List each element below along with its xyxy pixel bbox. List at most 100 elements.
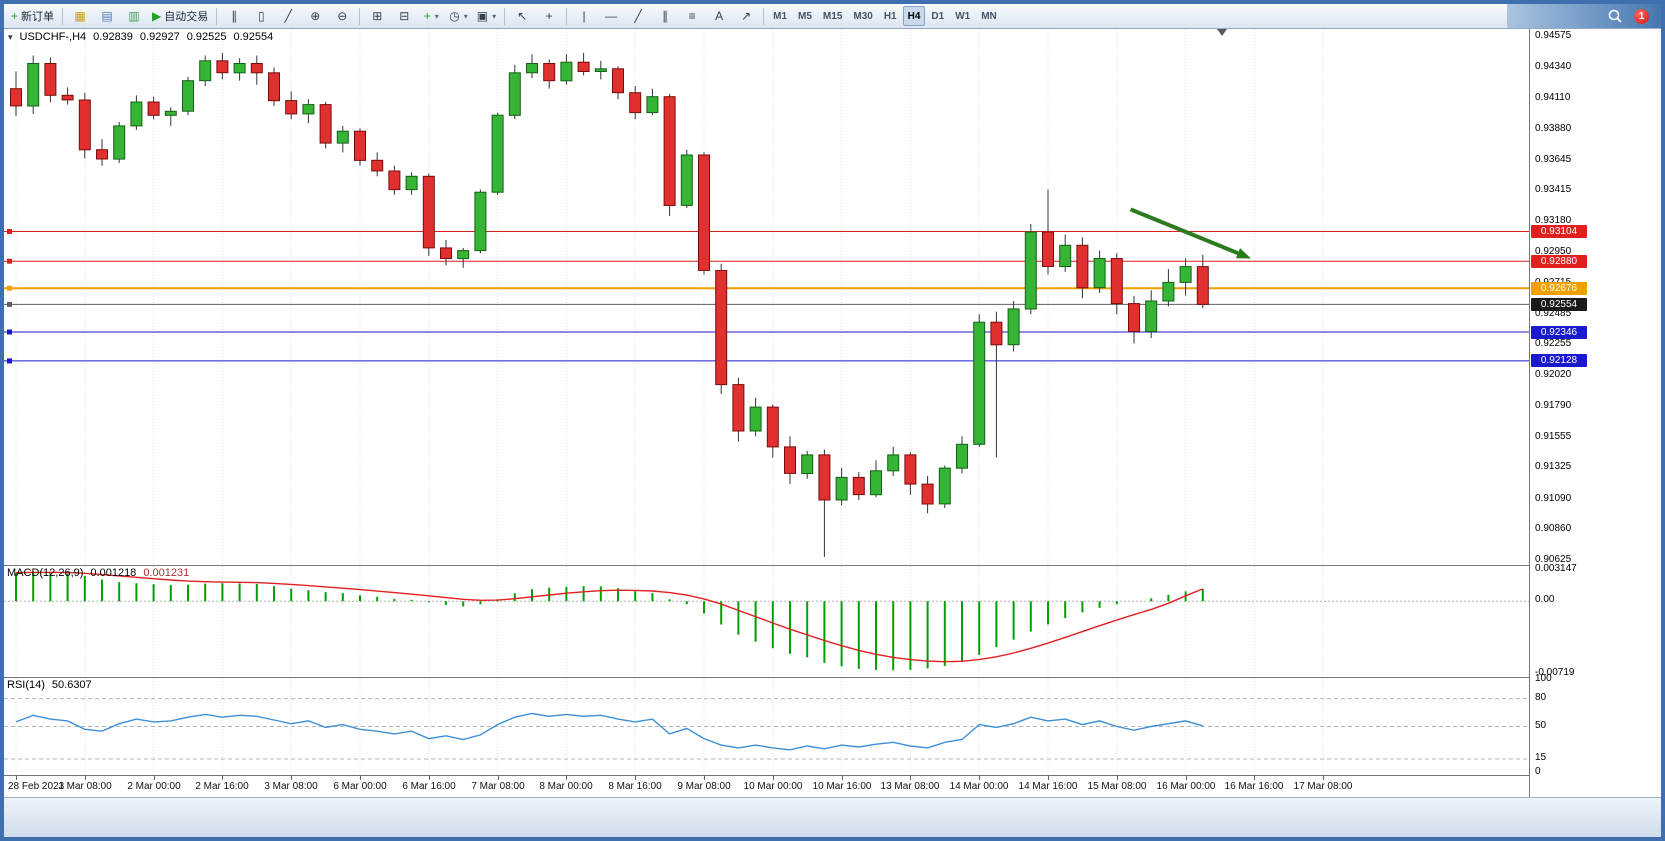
notification-badge[interactable]: 1 bbox=[1634, 8, 1649, 24]
vertical-line-button[interactable]: | bbox=[571, 5, 597, 27]
timeframe-h4[interactable]: H4 bbox=[902, 6, 926, 26]
zoom-out-button[interactable]: ⊖ bbox=[329, 5, 355, 27]
fibonacci-icon: ≡ bbox=[688, 9, 696, 23]
price-axis-label: 0.93645 bbox=[1535, 154, 1572, 165]
timeframe-mn[interactable]: MN bbox=[981, 10, 997, 22]
fibonacci-button[interactable]: ≡ bbox=[679, 5, 705, 27]
rsi-canvas[interactable] bbox=[4, 678, 1529, 775]
templates-icon: ▣ bbox=[476, 9, 489, 23]
chart-shift-marker[interactable] bbox=[1217, 29, 1227, 36]
tile-windows-button[interactable]: ⊞ bbox=[364, 5, 390, 27]
charts-button[interactable]: ▦ bbox=[67, 5, 93, 27]
candle bbox=[491, 112, 504, 195]
candle bbox=[61, 87, 74, 105]
time-axis-label: 16 Mar 00:00 bbox=[1156, 781, 1216, 792]
price-axis-label: 0.92485 bbox=[1535, 308, 1572, 319]
time-axis-label: 16 Mar 16:00 bbox=[1224, 781, 1284, 792]
macd-header: MACD(12,26,9) 0.001218 0.001231 bbox=[7, 567, 189, 579]
trendline-icon: ╱ bbox=[634, 9, 642, 23]
market-watch-button[interactable]: ▤ bbox=[94, 5, 120, 27]
charts-icon: ▦ bbox=[74, 9, 86, 23]
arrow-tool-button[interactable]: ↗ bbox=[733, 5, 759, 27]
auto-trading-label: 自动交易 bbox=[164, 11, 209, 23]
candle bbox=[1128, 295, 1140, 344]
macd-canvas[interactable] bbox=[4, 566, 1529, 677]
price-axis-label: 0.93880 bbox=[1535, 123, 1572, 134]
chart-symbol-timeframe: USDCHF-,H4 bbox=[19, 31, 87, 43]
candle bbox=[1007, 301, 1020, 352]
price-axis[interactable]: 0.94575 0.94340 0.94110 0.93880 0.93645 0.934… bbox=[1529, 29, 1661, 797]
bottom-strip bbox=[4, 797, 1661, 837]
candle bbox=[474, 189, 487, 254]
time-tick bbox=[429, 776, 430, 780]
rsi-name: RSI(14) bbox=[7, 679, 45, 691]
search-icon[interactable] bbox=[1608, 9, 1622, 23]
trend-arrow-annotation bbox=[1129, 207, 1251, 259]
price-axis-label: 0.93180 bbox=[1535, 215, 1572, 226]
auto-trading-button[interactable]: ▶ 自动交易 bbox=[148, 5, 212, 27]
text-button[interactable]: A bbox=[706, 5, 732, 27]
zoom-in-button[interactable]: ⊕ bbox=[302, 5, 328, 27]
periods-button[interactable]: ◷ ▾ bbox=[445, 5, 472, 27]
time-axis-label: 10 Mar 00:00 bbox=[743, 781, 803, 792]
chart-title: ▾ USDCHF-,H4 0.92839 0.92927 0.92525 0.9… bbox=[8, 31, 273, 43]
time-axis[interactable]: 28 Feb 2023 1 Mar 08:00 2 Mar 00:00 2 Mar 1… bbox=[4, 775, 1529, 797]
line-chart-button[interactable]: ╱ bbox=[275, 5, 301, 27]
price-tag: 0.92554 bbox=[1531, 298, 1587, 311]
chart-dropdown-icon[interactable]: ▾ bbox=[8, 31, 13, 42]
time-axis-label: 8 Mar 00:00 bbox=[539, 781, 593, 792]
time-axis-label: 6 Mar 00:00 bbox=[333, 781, 387, 792]
templates-button[interactable]: ▣ ▾ bbox=[473, 5, 500, 27]
price-axis-label: 0.92950 bbox=[1535, 246, 1572, 257]
new-order-button[interactable]: + 新订单 bbox=[7, 5, 58, 27]
price-axis-label: 0.91790 bbox=[1535, 400, 1572, 411]
timeframe-m15[interactable]: M15 bbox=[822, 10, 843, 22]
indicators-button[interactable]: + ▾ bbox=[418, 5, 444, 27]
candle bbox=[887, 446, 900, 477]
time-axis-label: 2 Mar 16:00 bbox=[195, 781, 249, 792]
candle bbox=[715, 263, 728, 394]
navigator-button[interactable]: ▥ bbox=[121, 5, 147, 27]
time-axis-label: 7 Mar 08:00 bbox=[471, 781, 525, 792]
price-axis-label: 0.90860 bbox=[1535, 523, 1572, 534]
timeframe-m5[interactable]: M5 bbox=[798, 10, 812, 22]
new-order-label: 新订单 bbox=[21, 11, 55, 23]
candle bbox=[990, 311, 1003, 458]
candle bbox=[1196, 254, 1209, 309]
time-tick bbox=[1254, 776, 1255, 780]
price-chart-pane[interactable]: ▾ USDCHF-,H4 0.92839 0.92927 0.92525 0.9… bbox=[4, 29, 1529, 565]
horizontal-line-button[interactable]: — bbox=[598, 5, 624, 27]
time-tick bbox=[291, 776, 292, 780]
macd-pane[interactable]: MACD(12,26,9) 0.001218 0.001231 bbox=[4, 565, 1529, 677]
price-chart-canvas[interactable] bbox=[4, 29, 1529, 565]
candlestick-button[interactable]: ▯ bbox=[248, 5, 274, 27]
channel-button[interactable]: ∥ bbox=[652, 5, 678, 27]
workspace: ▾ USDCHF-,H4 0.92839 0.92927 0.92525 0.9… bbox=[4, 29, 1661, 797]
macd-name: MACD(12,26,9) bbox=[7, 567, 84, 579]
timeframe-d1[interactable]: D1 bbox=[931, 10, 945, 22]
grid-layer bbox=[15, 566, 1324, 677]
timeframe-h1[interactable]: H1 bbox=[883, 10, 897, 22]
time-axis-label: 17 Mar 08:00 bbox=[1293, 781, 1353, 792]
timeframe-m30[interactable]: M30 bbox=[853, 10, 873, 22]
candle bbox=[594, 60, 607, 80]
main-toolbar: + 新订单 ▦ ▤ ▥ ▶ 自动交易 ∥ ▯ ╱ ⊕ ⊖ ⊞ ⊟ + ▾ ◷ ▾ ▣ ▾ ↖ + | — ╱ ∥ ≡ A ↗ M1 M5 M… bbox=[4, 4, 1661, 29]
time-tick bbox=[910, 776, 911, 780]
time-tick bbox=[16, 776, 17, 780]
timeframe-w1[interactable]: W1 bbox=[955, 10, 971, 22]
rsi-level-lines bbox=[4, 698, 1529, 760]
trendline-button[interactable]: ╱ bbox=[625, 5, 651, 27]
time-tick bbox=[773, 776, 774, 780]
cursor-button[interactable]: ↖ bbox=[509, 5, 535, 27]
hline-handle bbox=[7, 229, 12, 234]
candle bbox=[233, 58, 246, 81]
rsi-pane[interactable]: RSI(14) 50.6307 bbox=[4, 677, 1529, 775]
time-axis-label: 6 Mar 16:00 bbox=[402, 781, 456, 792]
candle bbox=[749, 397, 762, 437]
arrow-tool-icon: ↗ bbox=[741, 9, 752, 23]
timeframe-m1[interactable]: M1 bbox=[773, 10, 788, 22]
crosshair-button[interactable]: + bbox=[536, 5, 562, 27]
bar-chart-button[interactable]: ∥ bbox=[221, 5, 247, 27]
cascade-windows-button[interactable]: ⊟ bbox=[391, 5, 417, 27]
macd-signal-line bbox=[15, 571, 1204, 663]
